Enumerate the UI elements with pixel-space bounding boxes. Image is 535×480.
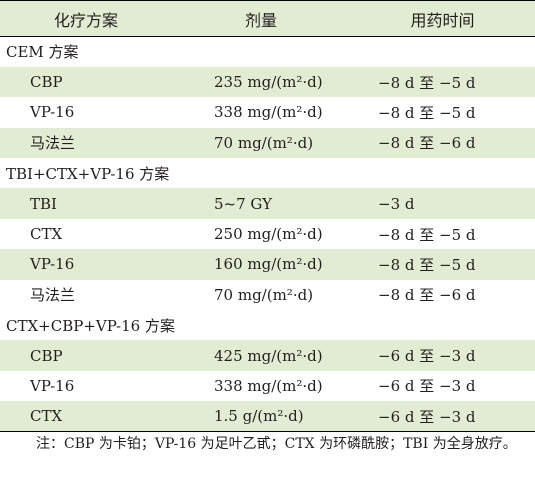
table-row: CBP 425 mg/(m²·d) −6 d 至 −3 d: [0, 340, 535, 371]
header-regimen: 化疗方案: [0, 0, 172, 37]
timing-value: −3 d: [378, 194, 415, 213]
table-row: VP-16 338 mg/(m²·d) −8 d 至 −5 d: [0, 97, 535, 127]
table-row: CBP 235 mg/(m²·d) −8 d 至 −5 d: [0, 66, 535, 98]
table-row: TBI 5~7 GY −3 d: [0, 188, 535, 219]
table-row: VP-16 338 mg/(m²·d) −6 d 至 −3 d: [0, 371, 535, 401]
group-row-tbi-ctx-vp16: TBI+CTX+VP-16 方案: [0, 158, 535, 188]
regimen-table: 化疗方案 剂量 用药时间 CEM 方案 CBP 235 mg/(m²·d) −8…: [0, 0, 535, 433]
dose-value: 425 mg/(m²·d): [214, 346, 323, 365]
timing-value: −8 d 至 −5 d: [378, 255, 476, 274]
group-title: CTX+CBP+VP-16 方案: [6, 316, 175, 335]
timing-value: −6 d 至 −3 d: [378, 377, 476, 396]
drug-name: VP-16: [30, 255, 75, 274]
timing-value: −8 d 至 −5 d: [378, 73, 476, 92]
timing-value: −8 d 至 −6 d: [378, 286, 476, 305]
table-footnote: 注：CBP 为卡铂；VP-16 为足叶乙甙；CTX 为环磷酰胺；TBI 为全身放…: [36, 436, 517, 452]
header-time: 用药时间: [350, 0, 535, 37]
header-dose: 剂量: [172, 0, 350, 37]
dose-value: 160 mg/(m²·d): [214, 255, 323, 274]
timing-value: −8 d 至 −6 d: [378, 134, 476, 153]
dose-value: 338 mg/(m²·d): [214, 103, 323, 122]
group-title: TBI+CTX+VP-16 方案: [6, 164, 170, 183]
table-row: VP-16 160 mg/(m²·d) −8 d 至 −5 d: [0, 249, 535, 280]
drug-name: TBI: [30, 194, 57, 213]
table-row: 马法兰 70 mg/(m²·d) −8 d 至 −6 d: [0, 127, 535, 159]
drug-name: CTX: [0, 401, 172, 433]
drug-name: CBP: [30, 346, 63, 365]
timing-value: −6 d 至 −3 d: [350, 401, 535, 433]
drug-name: 马法兰: [30, 134, 76, 153]
regimen-table-container: 化疗方案 剂量 用药时间 CEM 方案 CBP 235 mg/(m²·d) −8…: [0, 0, 535, 433]
dose-value: 235 mg/(m²·d): [214, 73, 323, 92]
dose-value: 250 mg/(m²·d): [214, 225, 323, 244]
dose-value: 70 mg/(m²·d): [214, 133, 314, 152]
timing-value: −8 d 至 −5 d: [378, 225, 476, 244]
table-row: CTX 250 mg/(m²·d) −8 d 至 −5 d: [0, 219, 535, 249]
dose-value: 338 mg/(m²·d): [214, 376, 323, 395]
header-row: 化疗方案 剂量 用药时间: [0, 0, 535, 37]
timing-value: −6 d 至 −3 d: [378, 347, 476, 366]
drug-name: VP-16: [30, 376, 75, 395]
dose-value: 1.5 g/(m²·d): [172, 401, 350, 433]
drug-name: 马法兰: [30, 286, 76, 305]
table-body: CEM 方案 CBP 235 mg/(m²·d) −8 d 至 −5 d VP-…: [0, 37, 535, 433]
group-row-cem: CEM 方案: [0, 37, 535, 67]
drug-name: VP-16: [30, 103, 75, 122]
dose-value: 70 mg/(m²·d): [214, 285, 314, 304]
table-row: 马法兰 70 mg/(m²·d) −8 d 至 −6 d: [0, 280, 535, 310]
dose-value: 5~7 GY: [214, 194, 273, 213]
timing-value: −8 d 至 −5 d: [378, 103, 476, 122]
table-header: 化疗方案 剂量 用药时间: [0, 0, 535, 37]
table-row: CTX 1.5 g/(m²·d) −6 d 至 −3 d: [0, 401, 535, 433]
group-row-ctx-cbp-vp16: CTX+CBP+VP-16 方案: [0, 310, 535, 340]
group-title: CEM 方案: [6, 43, 79, 62]
drug-name: CTX: [30, 225, 63, 244]
drug-name: CBP: [30, 73, 63, 92]
